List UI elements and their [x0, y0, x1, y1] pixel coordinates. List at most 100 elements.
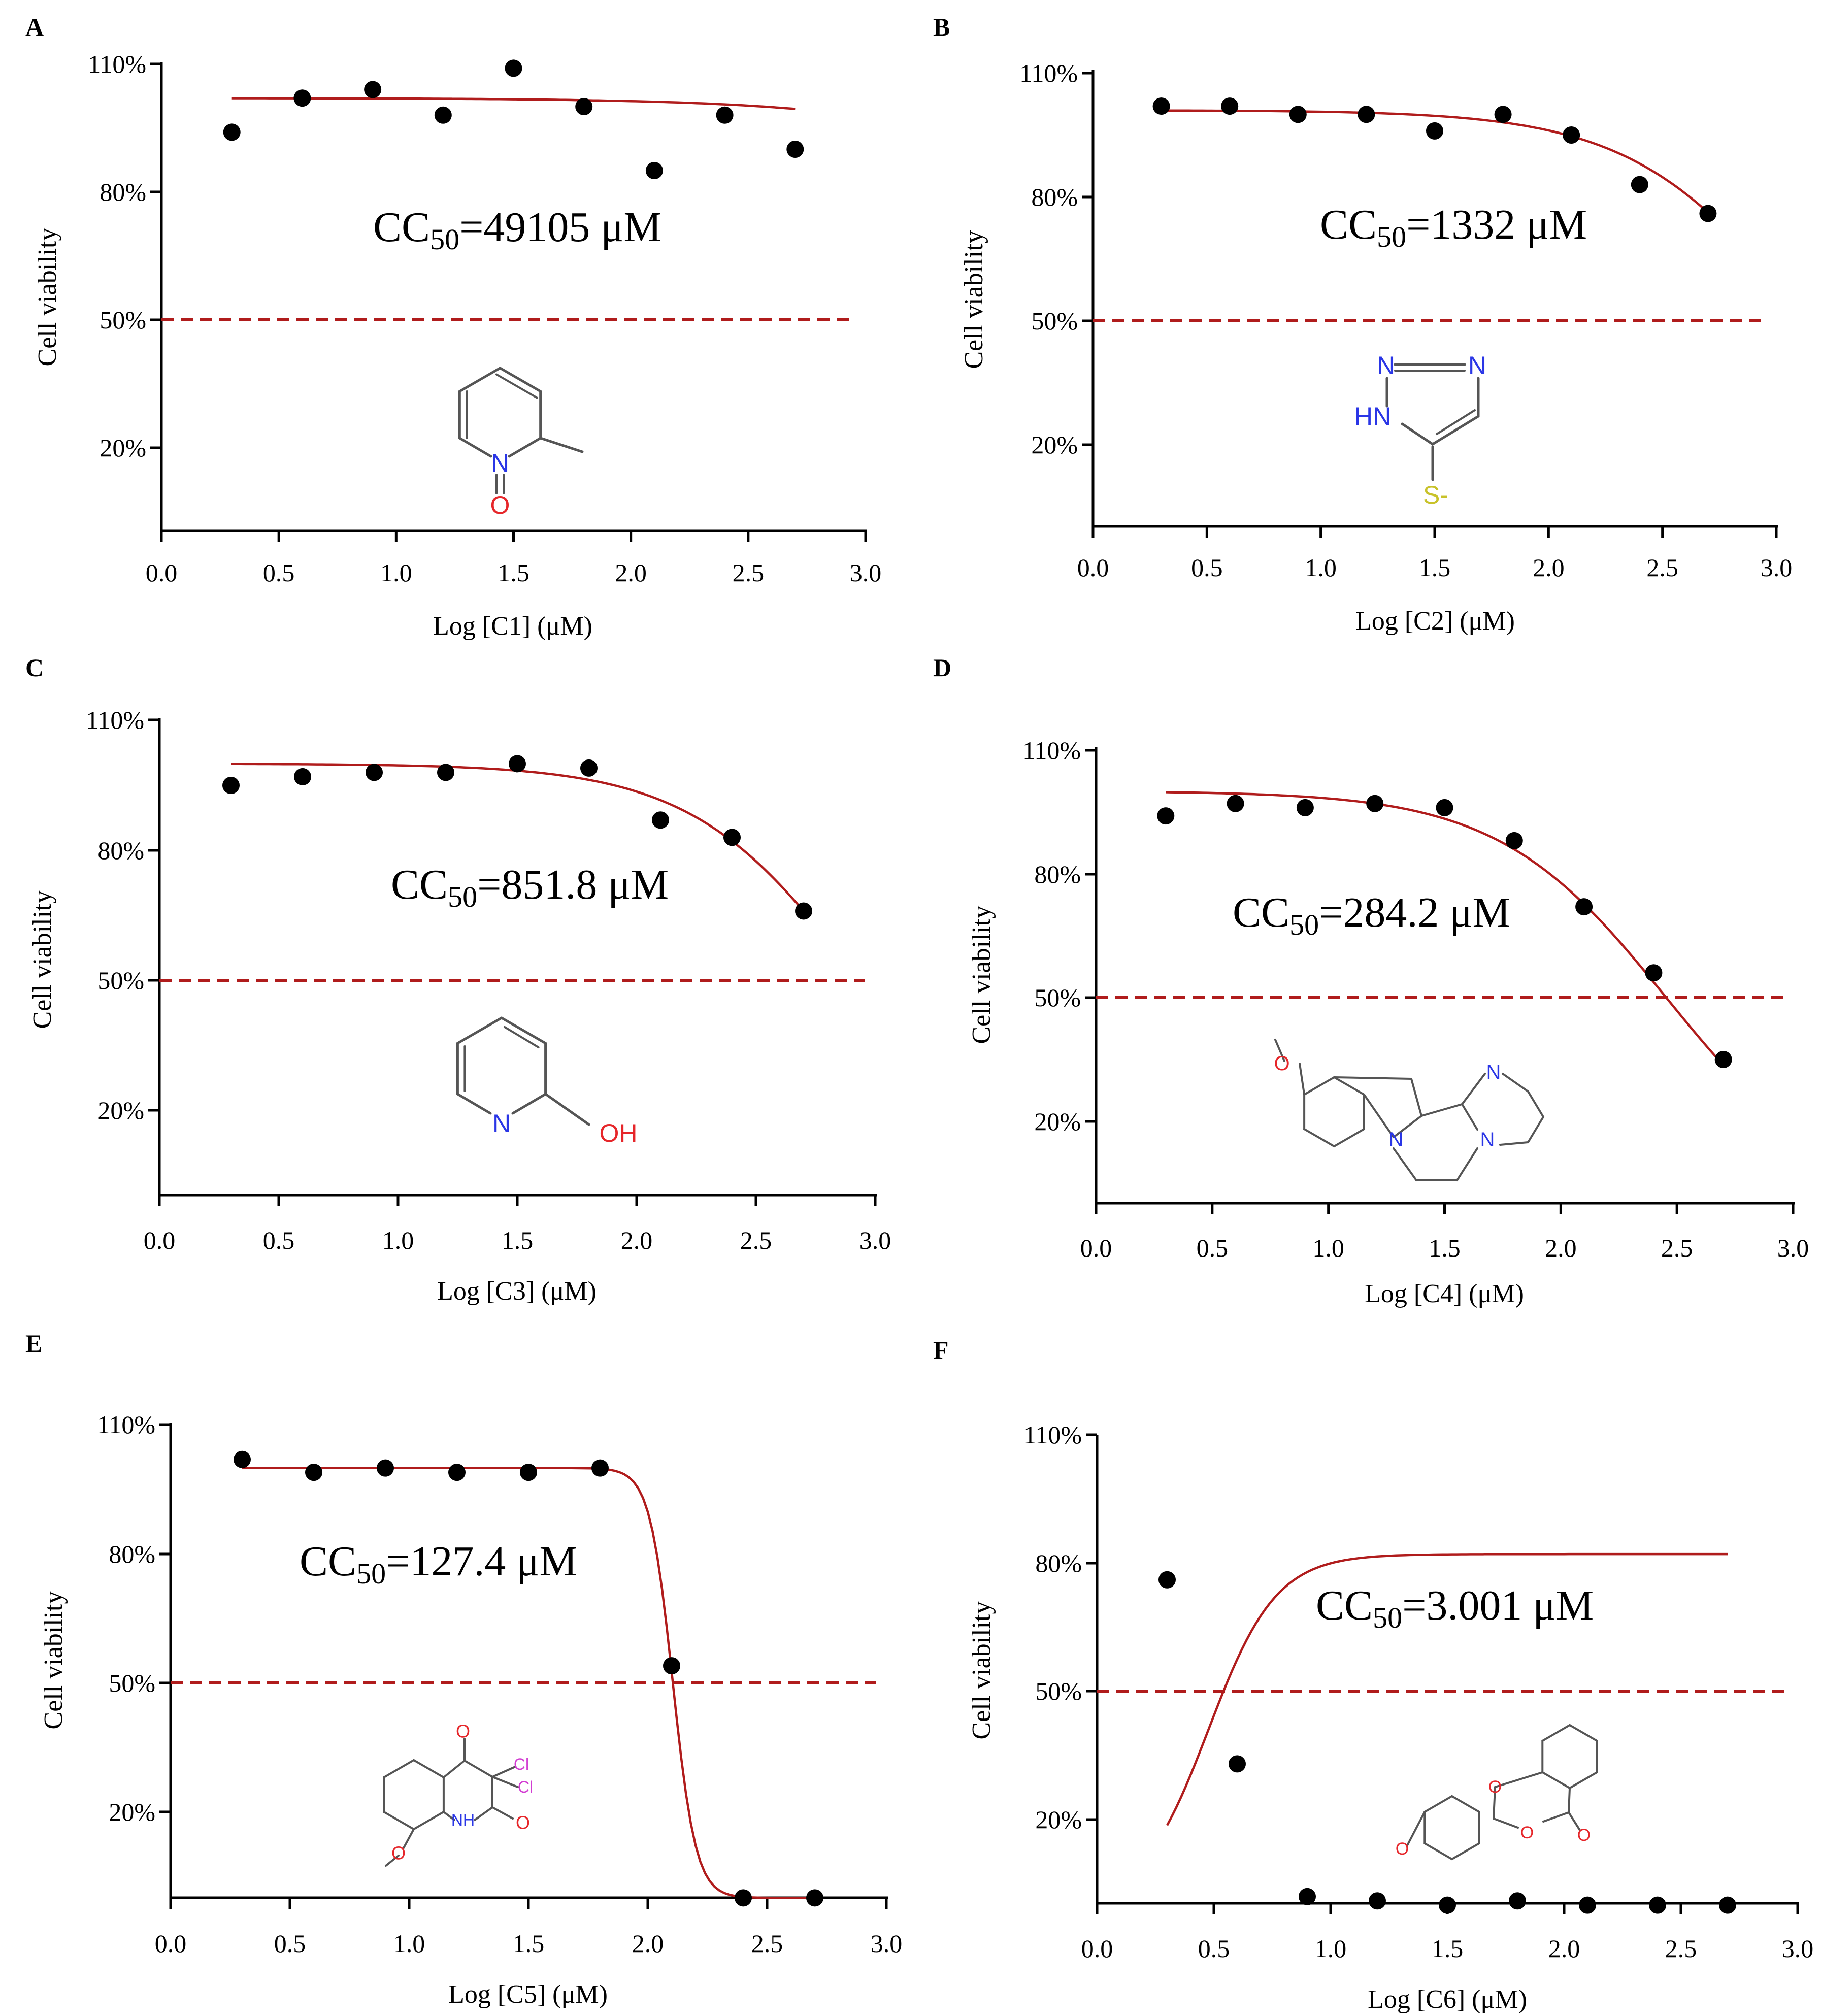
atom-label: O: [1520, 1823, 1534, 1842]
y-tick-label: 20%: [1034, 1107, 1081, 1136]
data-point: [591, 1459, 609, 1477]
data-point: [509, 755, 526, 773]
atom-label: N: [1480, 1129, 1495, 1151]
panel-label: B: [933, 13, 950, 41]
y-tick-label: 110%: [97, 1410, 155, 1439]
bond: [1406, 1811, 1426, 1846]
y-tick-label: 20%: [109, 1798, 155, 1826]
y-tick-label: 110%: [1023, 1420, 1082, 1449]
x-axis-title-main: Log [C6]: [1368, 1985, 1472, 2014]
bond: [413, 1759, 445, 1778]
chart-panel-f: F 20% 50% 80% 110% 0.0 0.5 1.0 1.5 2.0 2.5 3.0 Log […: [933, 1336, 1813, 2014]
cc50-label: CC50=3.001 μM: [1316, 1582, 1594, 1634]
cc50-label: CC50=851.8 μM: [391, 861, 669, 913]
bond: [1303, 1076, 1335, 1096]
bond: [1333, 1076, 1365, 1096]
cc50-subscript: 50: [1373, 1601, 1402, 1634]
bond: [474, 1806, 493, 1821]
structure-d: O N N N: [1274, 1039, 1544, 1181]
bond: [1436, 409, 1476, 435]
cc50-label: CC50=284.2 μM: [1233, 889, 1510, 941]
bond: [458, 367, 502, 393]
data-point: [366, 764, 383, 781]
atom-label: HN: [1354, 402, 1391, 431]
bond: [1333, 1076, 1412, 1080]
x-axis-title: Log [C5] (μM): [448, 1980, 608, 2009]
cc50-prefix: CC: [391, 861, 448, 908]
x-axis-title-unit: (μM): [1469, 1279, 1524, 1308]
fit-curve: [1161, 109, 1709, 214]
data-point: [1699, 205, 1717, 222]
x-tick-label: 1.5: [1419, 553, 1451, 582]
y-axis-title: Cell viability: [28, 890, 57, 1029]
x-tick-label: 0.0: [144, 1226, 176, 1254]
data-point: [1289, 106, 1307, 123]
x-tick-label: 3.0: [871, 1929, 903, 1958]
panel-label: F: [933, 1336, 949, 1364]
data-point: [1158, 1571, 1176, 1589]
atom-label: O: [516, 1812, 530, 1833]
cc50-value: =284.2 μM: [1319, 889, 1510, 936]
x-tick-label: 1.5: [498, 558, 529, 587]
data-point: [580, 759, 598, 777]
atom-label: NH: [451, 1811, 475, 1829]
x-tick-label: 2.5: [733, 558, 765, 587]
data-point: [663, 1657, 680, 1675]
bond: [463, 1760, 493, 1778]
atom-label: N: [491, 449, 509, 477]
bond: [1333, 1128, 1365, 1147]
x-axis-title-unit: (μM): [1460, 607, 1515, 636]
atom-label: N: [1468, 351, 1486, 380]
bond: [385, 1855, 400, 1867]
x-tick-label: 2.5: [740, 1226, 772, 1254]
bond: [1456, 1147, 1478, 1181]
y-axis-title: Cell viability: [33, 228, 62, 367]
bond: [1502, 1073, 1529, 1093]
bond: [491, 1806, 514, 1820]
x-tick-label: 1.0: [393, 1929, 425, 1958]
x-tick-label: 3.0: [859, 1226, 891, 1254]
x-axis-title-main: Log [C4]: [1365, 1279, 1469, 1308]
bond: [1274, 1039, 1285, 1062]
atom-label: N: [492, 1109, 511, 1138]
bond: [1494, 1771, 1544, 1788]
atom-label: Cl: [518, 1778, 533, 1796]
data-point: [1575, 898, 1593, 916]
cc50-value: =3.001 μM: [1402, 1582, 1594, 1629]
y-tick-label: 80%: [1031, 183, 1078, 211]
y-axis-title: Cell viability: [39, 1591, 68, 1730]
cc50-label: CC50=127.4 μM: [300, 1538, 577, 1590]
bond: [491, 1766, 516, 1778]
chart-panel-e: E 20% 50% 80% 110% 0.0 0.5 1.0 1.5 2.0 2.5 3.0 Log […: [25, 1329, 902, 2009]
x-tick-label: 1.5: [502, 1226, 534, 1254]
y-tick-label: 110%: [1022, 736, 1081, 765]
bond: [1410, 1078, 1422, 1117]
structure-a: NO: [458, 367, 584, 519]
data-point: [806, 1889, 823, 1907]
chart-panel-b: B 20% 50% 80% 110% 0.0 0.5 1.0 1.5 2.0 2.5 3.0 Log […: [933, 13, 1792, 636]
y-tick-label: 110%: [1019, 59, 1078, 87]
data-point: [723, 829, 741, 846]
data-point: [293, 89, 311, 107]
bond: [1499, 1141, 1529, 1146]
atom-label: S-: [1423, 481, 1448, 509]
data-point: [1296, 799, 1314, 816]
cc50-prefix: CC: [1320, 201, 1377, 248]
data-point: [1426, 122, 1443, 140]
data-point: [1366, 795, 1384, 812]
bond: [1568, 1811, 1581, 1831]
bond: [1420, 1103, 1463, 1117]
cc50-value: =851.8 μM: [477, 861, 669, 908]
bond: [1541, 1771, 1571, 1789]
cc50-value: =49105 μM: [459, 204, 661, 251]
y-tick-label: 80%: [109, 1540, 155, 1568]
data-point: [448, 1464, 466, 1481]
bond: [1401, 422, 1434, 446]
cc50-prefix: CC: [1233, 889, 1289, 936]
bond: [1423, 1795, 1453, 1813]
cc50-subscript: 50: [1377, 220, 1406, 253]
bond: [442, 1760, 466, 1778]
bond: [1541, 1724, 1571, 1742]
bond: [383, 1759, 415, 1778]
